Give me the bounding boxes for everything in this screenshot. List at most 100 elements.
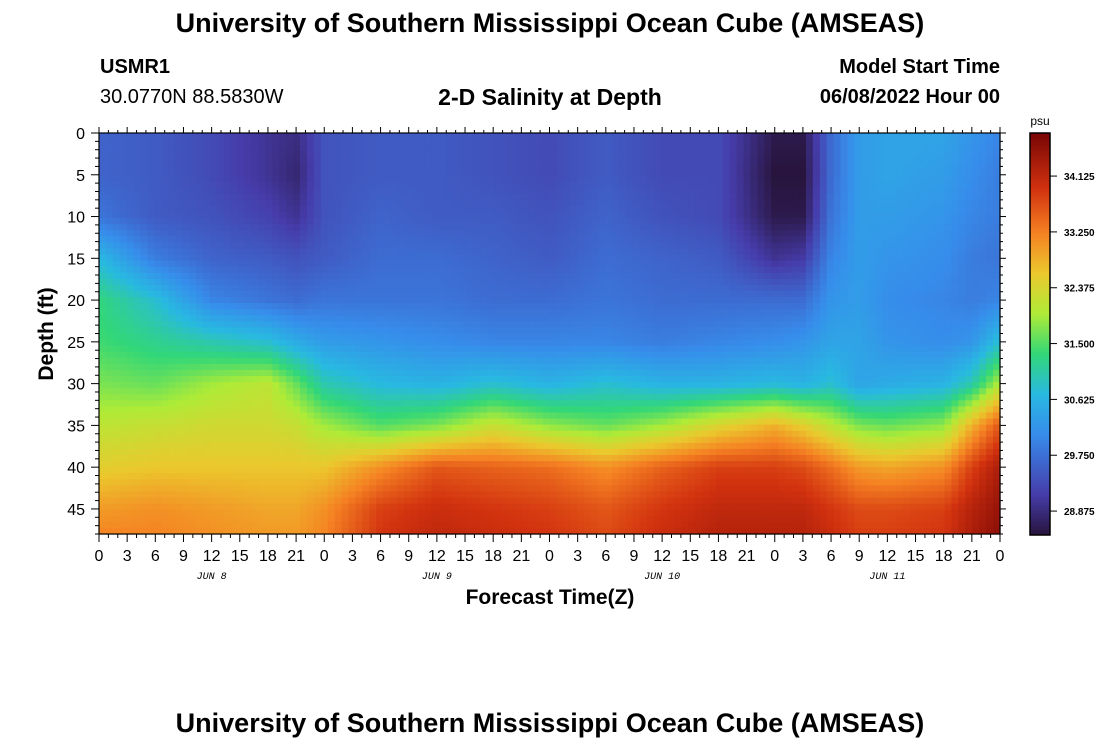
heatmap-cell (715, 272, 724, 280)
heatmap-cell (743, 278, 752, 286)
heatmap-cell (202, 133, 211, 140)
heatmap-cell (639, 315, 648, 322)
heatmap-cell (293, 139, 301, 146)
heatmap-cell (819, 230, 828, 237)
heatmap-cell (514, 266, 523, 274)
heatmap-cell (424, 224, 433, 231)
heatmap-cell (209, 242, 218, 250)
heatmap-cell (930, 193, 939, 201)
heatmap-cell (313, 145, 322, 152)
heatmap-cell (674, 163, 682, 171)
heatmap-cell (383, 242, 391, 250)
heatmap-cell (251, 169, 260, 177)
heatmap-cell (611, 272, 620, 280)
heatmap-cell (986, 230, 994, 237)
station-id: USMR1 (100, 56, 171, 78)
heatmap-cell (147, 193, 156, 201)
heatmap-cell (549, 133, 558, 140)
heatmap-cell (209, 133, 218, 140)
heatmap-cell (348, 297, 357, 304)
heatmap-cell (133, 187, 142, 195)
heatmap-cell (916, 309, 925, 316)
heatmap-cell (757, 230, 765, 237)
heatmap-cell (611, 333, 620, 341)
heatmap-cell (369, 151, 377, 158)
heatmap-cell (715, 284, 724, 292)
heatmap-cell (313, 290, 322, 298)
heatmap-cell (812, 351, 821, 359)
heatmap-cell (902, 272, 911, 280)
heatmap-cell (293, 133, 301, 140)
heatmap-cell (979, 284, 987, 292)
heatmap-cell (244, 236, 253, 243)
heatmap-cell (216, 290, 225, 298)
heatmap-cell (618, 175, 627, 183)
heatmap-cell (154, 284, 162, 292)
heatmap-cell (764, 199, 772, 207)
heatmap-cell (847, 315, 856, 322)
heatmap-cell (410, 315, 419, 322)
heatmap-cell (438, 193, 447, 201)
heatmap-cell (840, 224, 849, 231)
heatmap-cell (584, 175, 592, 183)
heatmap-cell (272, 230, 280, 237)
heatmap-cell (327, 242, 336, 250)
heatmap-cell (99, 339, 107, 347)
heatmap-cell (494, 187, 502, 195)
heatmap-cell (896, 205, 904, 213)
heatmap-cell (653, 321, 661, 329)
heatmap-cell (944, 218, 953, 225)
heatmap-cell (944, 175, 953, 183)
heatmap-cell (126, 254, 135, 262)
heatmap-cell (196, 345, 204, 353)
heatmap-cell (500, 357, 509, 365)
heatmap-cell (653, 218, 661, 225)
heatmap-cell (362, 333, 370, 341)
heatmap-cell (216, 218, 225, 225)
heatmap-cell (771, 333, 779, 341)
heatmap-cell (750, 315, 759, 322)
heatmap-cell (639, 199, 648, 207)
heatmap-cell (306, 181, 315, 189)
heatmap-cell (168, 266, 176, 274)
heatmap-cell (743, 327, 752, 335)
heatmap-cell (674, 181, 682, 189)
heatmap-cell (840, 278, 849, 286)
heatmap-cell (237, 254, 246, 262)
heatmap-cell (251, 357, 260, 365)
heatmap-cell (258, 260, 266, 268)
heatmap-cell (237, 157, 246, 164)
heatmap-cell (189, 139, 197, 146)
heatmap-cell (230, 230, 239, 237)
heatmap-cell (688, 339, 696, 347)
heatmap-cell (133, 345, 142, 353)
heatmap-cell (604, 357, 613, 365)
heatmap-cell (902, 151, 911, 158)
heatmap-cell (119, 199, 128, 207)
heatmap-cell (598, 351, 606, 359)
heatmap-cell (334, 321, 343, 329)
heatmap-cell (445, 351, 454, 359)
heatmap-cell (494, 254, 502, 262)
heatmap-cell (757, 139, 765, 146)
heatmap-cell (341, 309, 350, 316)
heatmap-cell (480, 193, 488, 201)
heatmap-cell (833, 230, 842, 237)
heatmap-cell (348, 345, 357, 353)
heatmap-cell (708, 181, 717, 189)
heatmap-cell (591, 284, 599, 292)
heatmap-cell (286, 339, 294, 347)
heatmap-cell (383, 315, 391, 322)
heatmap-cell (279, 218, 287, 225)
heatmap-cell (805, 327, 814, 335)
heatmap-cell (147, 315, 156, 322)
heatmap-cell (355, 363, 363, 371)
heatmap-cell (514, 290, 523, 298)
heatmap-cell (369, 193, 377, 201)
heatmap-cell (625, 327, 634, 335)
heatmap-cell (812, 181, 821, 189)
heatmap-cell (397, 297, 405, 304)
heatmap-cell (937, 205, 946, 213)
heatmap-cell (625, 211, 634, 219)
heatmap-cell (431, 333, 440, 341)
